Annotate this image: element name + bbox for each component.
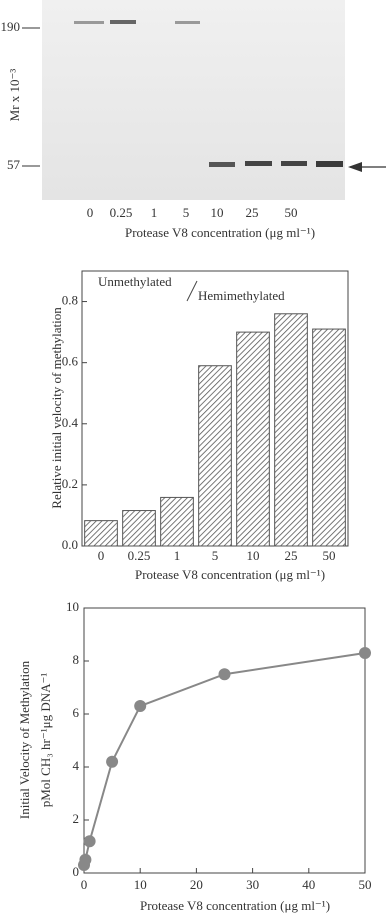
annotation-slash (187, 281, 197, 301)
bar (85, 521, 118, 546)
y-tick-label: 6 (73, 705, 80, 720)
x-tick-label: 50 (359, 877, 372, 892)
x-tick-label: 10 (247, 548, 260, 563)
data-line (84, 653, 365, 865)
x-axis-label: Protease V8 concentration (μg ml⁻¹) (135, 567, 325, 582)
x-axis-label: Protease V8 concentration (μg ml⁻¹) (140, 898, 330, 913)
y-tick-label: 0.6 (62, 354, 79, 369)
x-tick-label: 30 (246, 877, 259, 892)
bar (199, 366, 232, 546)
gel-panel: 190 57 Mr x 10⁻³ Protease V8 concentrati… (1, 0, 386, 240)
y-tick-label: 0.2 (62, 476, 78, 491)
lane-label: 0 (87, 205, 94, 220)
gel-band (175, 21, 200, 24)
x-tick-label: 0 (81, 877, 88, 892)
annotation: Hemimethylated (198, 288, 285, 303)
gel-xlabel: Protease V8 concentration (μg ml⁻¹) (125, 225, 315, 240)
x-tick-label: 25 (285, 548, 298, 563)
arrow-head (348, 162, 362, 172)
bar (275, 314, 308, 546)
bar (237, 332, 270, 546)
gel-band (74, 21, 104, 24)
y-tick-label: 0.4 (62, 415, 79, 430)
x-tick-label: 1 (174, 548, 181, 563)
data-point (79, 854, 91, 866)
data-point (219, 668, 231, 680)
y-tick-label: 8 (73, 652, 80, 667)
gel-band (110, 20, 136, 24)
lane-label: 50 (285, 205, 298, 220)
y-tick-label: 2 (73, 811, 80, 826)
gel-image (42, 0, 345, 200)
y-tick-label: 0.0 (62, 537, 78, 552)
lane-label: 1 (151, 205, 158, 220)
y-axis-label: pMol CH₃ hr⁻¹μg DNA⁻¹ (38, 673, 53, 808)
y-tick-label: 0 (73, 864, 80, 879)
x-tick-label: 10 (134, 877, 147, 892)
gel-band (209, 162, 235, 167)
data-point (359, 647, 371, 659)
y-tick-label: 4 (73, 758, 80, 773)
bar (161, 497, 194, 546)
y-axis-label: Initial Velocity of Methylation (17, 660, 32, 819)
x-tick-label: 5 (212, 548, 219, 563)
lane-label: 0.25 (110, 205, 133, 220)
x-tick-label: 50 (323, 548, 336, 563)
annotation: Unmethylated (98, 274, 172, 289)
plot-frame (84, 608, 365, 873)
data-point (134, 700, 146, 712)
bar (313, 329, 346, 546)
y-tick-label: 0.8 (62, 293, 78, 308)
lane-label: 25 (246, 205, 259, 220)
lane-label: 5 (183, 205, 190, 220)
gel-band (281, 161, 307, 166)
marker-label: 190 (1, 19, 21, 34)
data-point (106, 756, 118, 768)
x-tick-label: 40 (302, 877, 315, 892)
x-tick-label: 20 (190, 877, 203, 892)
gel-ylabel: Mr x 10⁻³ (7, 69, 22, 122)
y-tick-label: 10 (66, 599, 79, 614)
gel-band (245, 161, 272, 166)
y-axis-label: Relative initial velocity of methylation (49, 307, 64, 509)
figure: 190 57 Mr x 10⁻³ Protease V8 concentrati… (0, 0, 386, 924)
data-point (84, 835, 96, 847)
x-tick-label: 0 (98, 548, 105, 563)
gel-band (316, 161, 343, 167)
lane-label: 10 (211, 205, 224, 220)
marker-label: 57 (7, 157, 21, 172)
x-tick-label: 0.25 (128, 548, 151, 563)
bar (123, 511, 156, 546)
